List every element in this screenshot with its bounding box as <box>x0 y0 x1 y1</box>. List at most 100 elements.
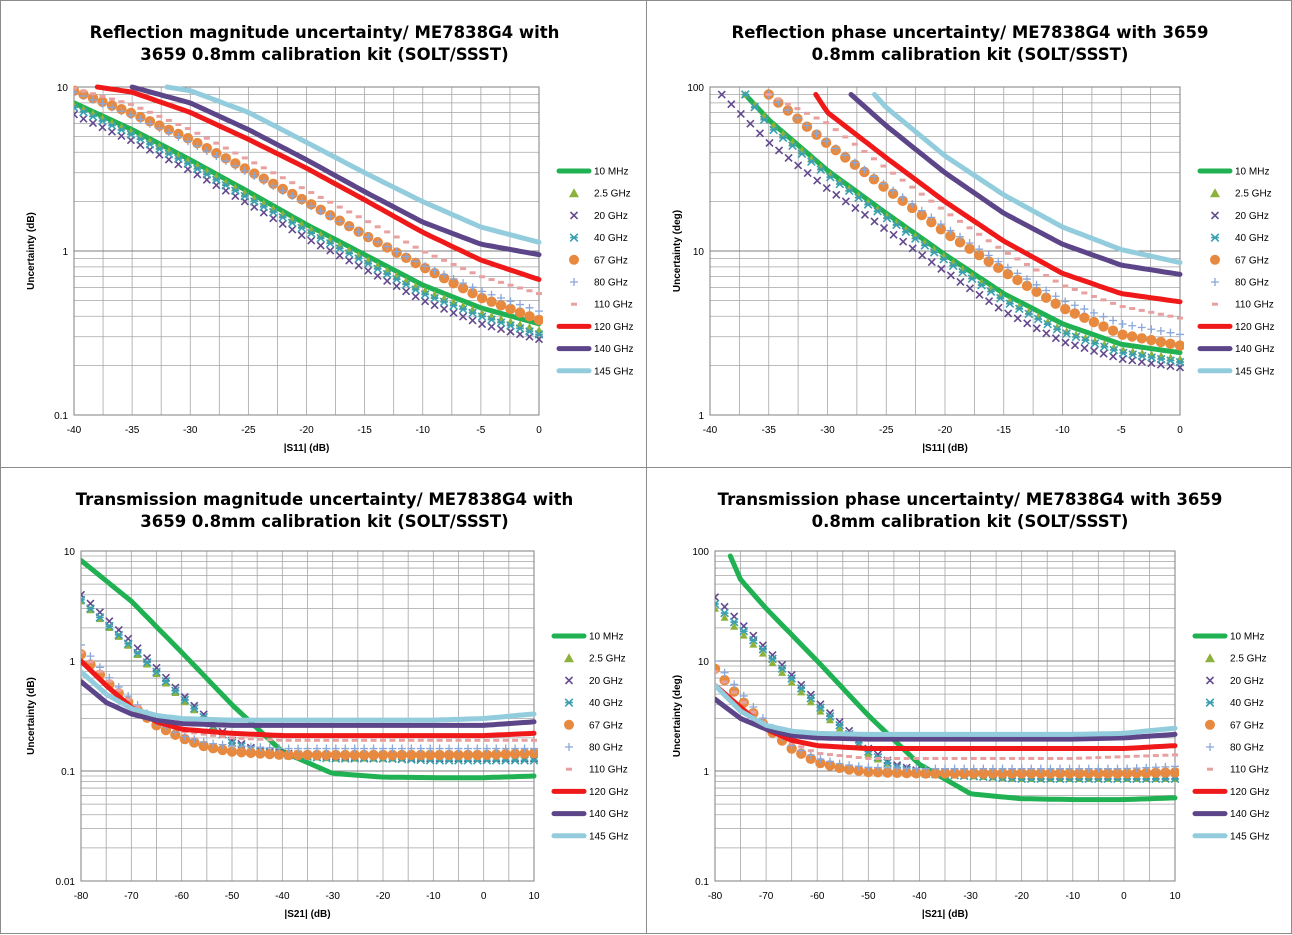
data-point <box>449 308 458 317</box>
data-point <box>202 170 212 179</box>
data-point <box>879 179 888 188</box>
data-point <box>325 238 335 248</box>
series-110-ghz <box>74 86 542 296</box>
data-point <box>958 768 970 779</box>
data-point <box>912 764 921 773</box>
legend-label: 20 GHz <box>1230 676 1264 687</box>
data-point <box>1080 305 1089 314</box>
legend-entry-120-ghz: 120 GHz <box>556 322 633 333</box>
legend-entry-10-mhz: 10 MHz <box>1192 632 1264 643</box>
data-point <box>1099 312 1108 321</box>
chart-title: Reflection phase uncertainty/ ME7838G4 w… <box>732 23 1209 64</box>
data-point <box>854 193 864 203</box>
legend-entry-67-ghz: 67 GHz <box>1210 254 1269 266</box>
series-line-120-ghz <box>715 682 1178 751</box>
data-point <box>784 153 793 163</box>
data-point <box>882 213 892 223</box>
data-point <box>997 768 1008 779</box>
data-point <box>1128 350 1138 359</box>
data-point <box>217 744 228 756</box>
data-point <box>392 274 402 284</box>
data-point <box>269 214 278 223</box>
legend-swatch <box>1205 698 1215 707</box>
legend-entry-110-ghz: 110 GHz <box>1212 300 1274 311</box>
data-point <box>306 228 316 238</box>
legend-swatch <box>1205 676 1215 685</box>
data-point <box>126 111 135 120</box>
data-point <box>946 271 955 280</box>
data-point <box>892 220 901 230</box>
data-point <box>774 146 784 155</box>
data-point <box>755 129 765 138</box>
data-point <box>402 287 411 296</box>
data-point <box>443 749 455 761</box>
data-point <box>873 205 882 213</box>
data-point <box>768 654 777 664</box>
plot-area <box>73 86 540 416</box>
data-point <box>88 112 98 121</box>
data-point <box>778 133 788 143</box>
legend-swatch <box>1211 278 1219 286</box>
data-point <box>335 251 344 260</box>
data-point <box>430 301 439 310</box>
legend-label: 2.5 GHz <box>1230 654 1267 665</box>
series-line-140-ghz <box>848 92 1183 277</box>
data-point <box>501 744 510 753</box>
data-point <box>133 650 142 659</box>
data-point <box>511 744 520 753</box>
data-point <box>825 172 835 182</box>
data-point <box>1147 325 1156 334</box>
data-point <box>853 765 864 776</box>
data-point <box>145 139 155 149</box>
plot-area <box>709 86 1181 416</box>
data-point <box>164 128 173 137</box>
data-point <box>1166 356 1175 365</box>
data-point <box>720 613 729 621</box>
data-point <box>430 293 439 303</box>
data-point <box>1033 314 1043 324</box>
data-point <box>411 292 420 301</box>
data-point <box>1043 319 1053 329</box>
legend-entry-145-ghz: 145 GHz <box>551 831 628 842</box>
data-point <box>1079 312 1090 323</box>
data-point <box>468 316 477 325</box>
data-point <box>449 274 458 283</box>
series-line-140-ghz <box>715 696 1178 742</box>
data-point <box>492 744 501 753</box>
data-point <box>407 744 416 753</box>
data-point <box>879 224 889 233</box>
data-point <box>898 193 907 202</box>
x-tick-label: -25 <box>241 425 256 436</box>
legend-entry-145-ghz: 145 GHz <box>556 366 633 377</box>
x-tick-label: -80 <box>74 891 89 902</box>
data-point <box>1090 346 1099 355</box>
legend-swatch <box>569 233 579 242</box>
data-point <box>1004 309 1013 318</box>
legend-entry-20-ghz: 20 GHz <box>564 676 623 687</box>
data-point <box>1062 327 1071 335</box>
data-point <box>946 226 955 235</box>
y-tick-label: 10 <box>698 657 710 668</box>
data-point <box>363 259 373 269</box>
data-point <box>977 280 986 290</box>
data-point <box>218 740 227 749</box>
x-tick-label: -10 <box>416 425 431 436</box>
data-point <box>449 301 458 310</box>
data-point <box>883 211 892 220</box>
data-point <box>202 147 211 156</box>
legend-label: 110 GHz <box>1235 300 1274 311</box>
data-point <box>345 256 354 265</box>
data-point <box>1090 339 1100 348</box>
legend-swatch <box>564 653 574 663</box>
data-point <box>927 213 936 222</box>
data-point <box>1142 763 1151 772</box>
data-point <box>870 217 879 226</box>
data-point <box>350 744 359 753</box>
data-point <box>883 763 892 772</box>
data-point <box>1031 286 1042 297</box>
data-point <box>984 297 994 306</box>
data-point <box>794 161 803 170</box>
legend-entry-140-ghz: 140 GHz <box>1197 344 1274 355</box>
legend-entry-67-ghz: 67 GHz <box>569 254 628 266</box>
legend-label: 140 GHz <box>1235 344 1274 355</box>
